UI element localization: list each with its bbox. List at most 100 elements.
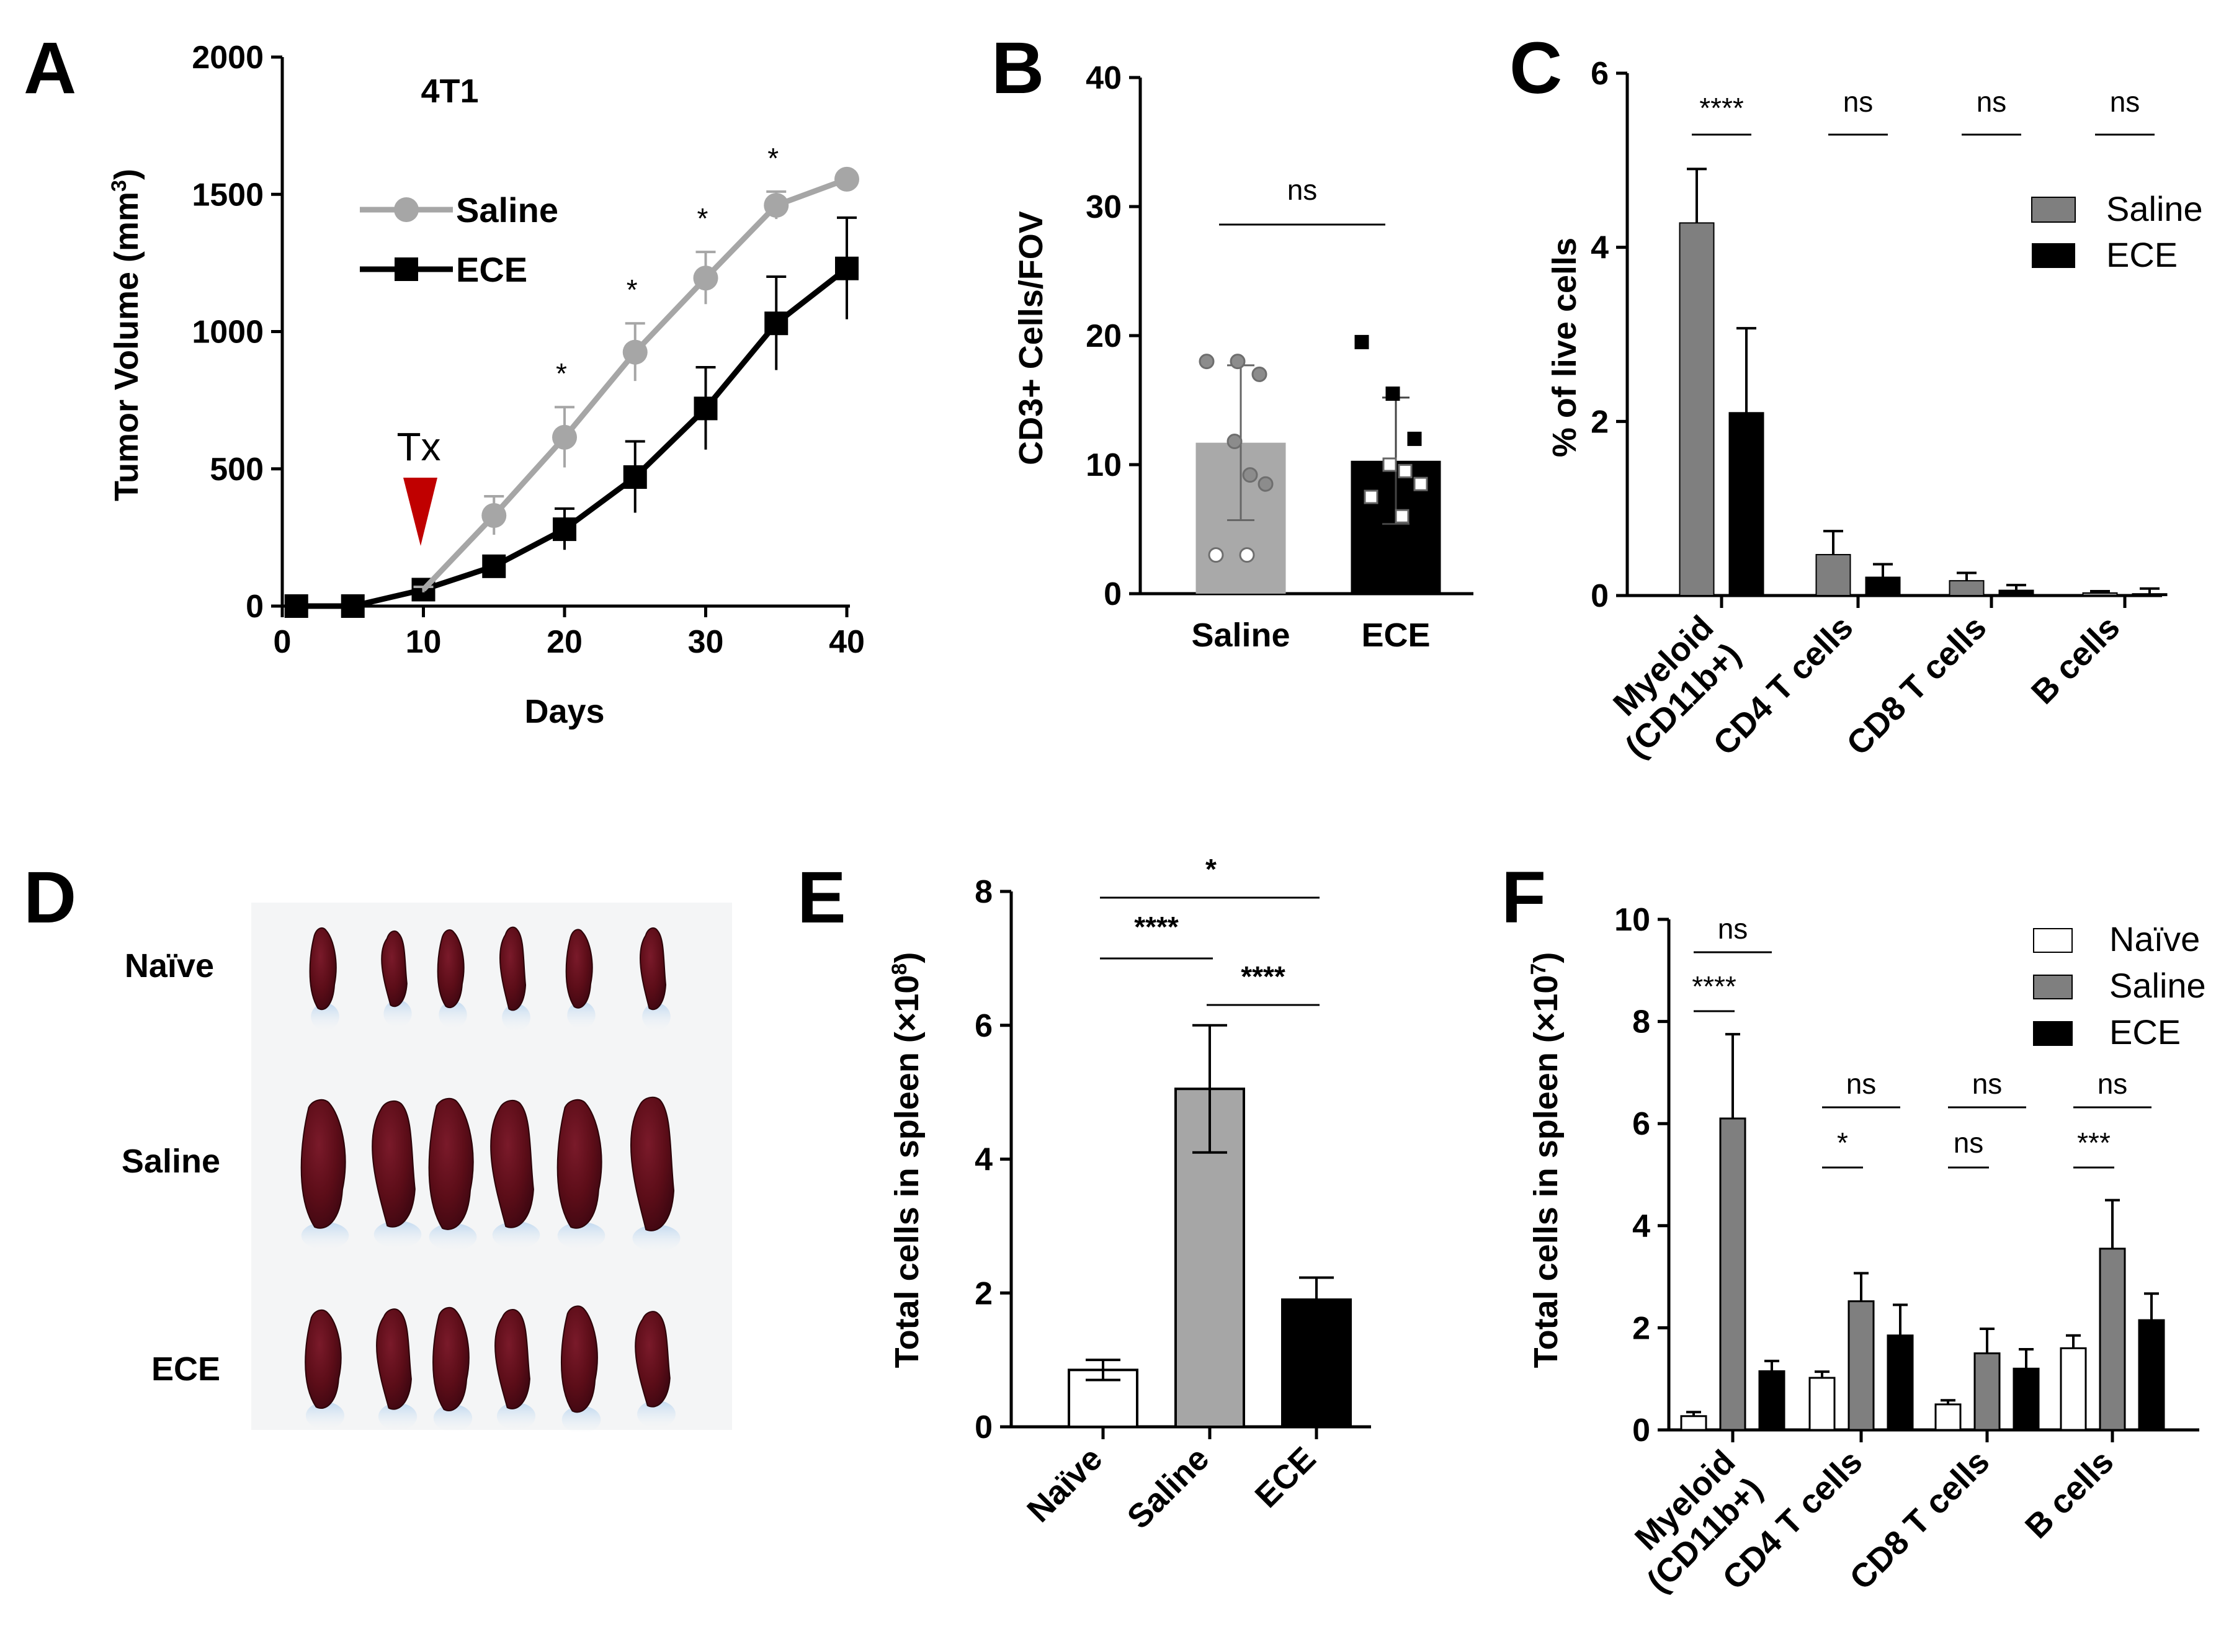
a-significance-star: *: [767, 142, 779, 174]
spleen: [432, 1306, 470, 1411]
spleen-shadow: [433, 1404, 473, 1432]
b-ece-point: [1385, 386, 1400, 401]
chart-b-cd3-cells: 0 10 20 30 40 CD3+ Cells/FOV Saline ECE ns: [1012, 60, 1473, 654]
spleen-shadow: [496, 1402, 536, 1430]
spleen-shadow: [642, 1003, 671, 1030]
b-y-tick-label: 20: [1086, 318, 1122, 354]
a-y-tick-label: 500: [210, 452, 264, 488]
a-significance-star: *: [627, 274, 638, 306]
e-category-label: Naïve: [1020, 1440, 1109, 1529]
spleen-shadow: [567, 1001, 596, 1029]
e-y-tick-label: 0: [975, 1409, 993, 1445]
spleen: [565, 929, 593, 1009]
row-label-ece: ECE: [151, 1351, 220, 1388]
f-significance-bottom-label: ***: [2077, 1127, 2111, 1159]
spleen: [630, 1096, 675, 1231]
c-bar-ece: [2132, 593, 2168, 597]
c-bar-saline: [2082, 592, 2118, 596]
a-ece-point: [341, 594, 365, 618]
a-saline-line: [421, 176, 848, 592]
e-y-tick-label: 8: [975, 874, 993, 910]
spleen-shadow: [378, 1403, 418, 1431]
spleen-shadow: [311, 1003, 339, 1030]
a-y-tick-label: 1500: [192, 177, 264, 213]
spleen-shadow: [429, 1223, 477, 1251]
chart-e-total-spleen-cells: 0 2 4 6 8 Total cells in spleen (×108) Naïve Sa…: [888, 853, 1371, 1536]
f-bar-0: [1934, 1403, 1962, 1431]
panel-label-c: C: [1509, 27, 1562, 109]
spleen-shadow: [383, 1000, 412, 1027]
b-saline-point: [1251, 366, 1267, 382]
a-saline-point: [481, 502, 507, 528]
a-ece-point: [835, 256, 859, 280]
c-y-tick-label: 6: [1591, 56, 1609, 92]
f-y-tick-label: 0: [1632, 1413, 1650, 1449]
spleen-shadow: [632, 1225, 681, 1252]
a-y-tick-label: 2000: [192, 40, 264, 76]
f-bar-2: [1887, 1334, 1914, 1431]
c-y-tick-label: 4: [1591, 230, 1609, 266]
spleen: [490, 1099, 534, 1228]
b-y-tick-label: 30: [1086, 189, 1122, 225]
f-legend-swatch-1: [2033, 975, 2073, 999]
a-ece-point: [553, 517, 576, 542]
f-bar-1: [1973, 1352, 2001, 1431]
f-bar-1: [2099, 1248, 2126, 1431]
f-y-tick-label: 6: [1632, 1106, 1650, 1142]
spleen-shadow: [561, 1406, 601, 1434]
a-x-tick-label: 30: [688, 624, 724, 660]
spleen: [561, 1305, 598, 1413]
f-legend-swatch-0: [2033, 928, 2073, 953]
spleen: [556, 1099, 602, 1229]
c-legend-ece-swatch: [2032, 243, 2075, 268]
b-y-tick-label: 10: [1086, 447, 1122, 483]
c-legend-saline-label: Saline: [2106, 189, 2203, 228]
c-y-tick-label: 0: [1591, 578, 1609, 614]
f-bar-2: [2138, 1319, 2165, 1431]
b-saline-point: [1226, 434, 1243, 450]
f-bar-2: [1758, 1370, 1785, 1431]
a-significance-star: *: [697, 202, 708, 234]
f-bar-1: [1719, 1117, 1746, 1431]
e-comparison-label: ****: [1134, 911, 1179, 943]
e-y-tick-label: 4: [975, 1142, 993, 1178]
c-y-axis-title: % of live cells: [1546, 238, 1583, 457]
spleen-shadow: [301, 1221, 349, 1249]
a-saline-point: [622, 339, 648, 365]
spleen-shadow: [637, 1400, 676, 1428]
f-significance-bottom-label: ns: [1954, 1127, 1984, 1159]
f-category-label: B cells: [2018, 1443, 2121, 1546]
spleen: [437, 929, 465, 1008]
spleen: [309, 927, 337, 1011]
f-y-tick-label: 10: [1614, 902, 1650, 938]
panel-label-e: E: [797, 857, 846, 939]
panel-label-f: F: [1501, 857, 1546, 939]
b-saline-point: [1258, 476, 1274, 492]
spleen-specimens: [300, 926, 681, 1434]
spleen: [300, 1099, 346, 1229]
a-tx-arrow: [403, 478, 437, 546]
chart-a-tumor-volume: 0 500 1000 1500 2000 0 10 20 30 40 Days Tumor Volum…: [107, 40, 865, 730]
b-ece-point: [1395, 509, 1410, 524]
spleen: [305, 1309, 342, 1409]
a-saline-point: [693, 266, 718, 291]
b-ece-point: [1354, 334, 1369, 349]
e-y-tick-label: 6: [975, 1008, 993, 1044]
e-category-label: ECE: [1248, 1440, 1323, 1515]
f-significance-bottom-label: *: [1837, 1127, 1848, 1159]
b-saline-point: [1199, 354, 1215, 370]
f-significance-top-label: ns: [1972, 1068, 2003, 1100]
b-ece-point: [1382, 457, 1397, 472]
b-y-axis-title: CD3+ Cells/FOV: [1012, 211, 1050, 465]
spleen: [640, 927, 667, 1011]
row-label-saline: Saline: [122, 1143, 220, 1180]
spleen: [635, 1311, 671, 1408]
spleen: [428, 1097, 474, 1230]
spleen-shadow: [557, 1221, 605, 1249]
f-bar-0: [1680, 1415, 1707, 1431]
b-saline-point: [1230, 354, 1246, 370]
b-x-tick-label: Saline: [1191, 617, 1290, 654]
